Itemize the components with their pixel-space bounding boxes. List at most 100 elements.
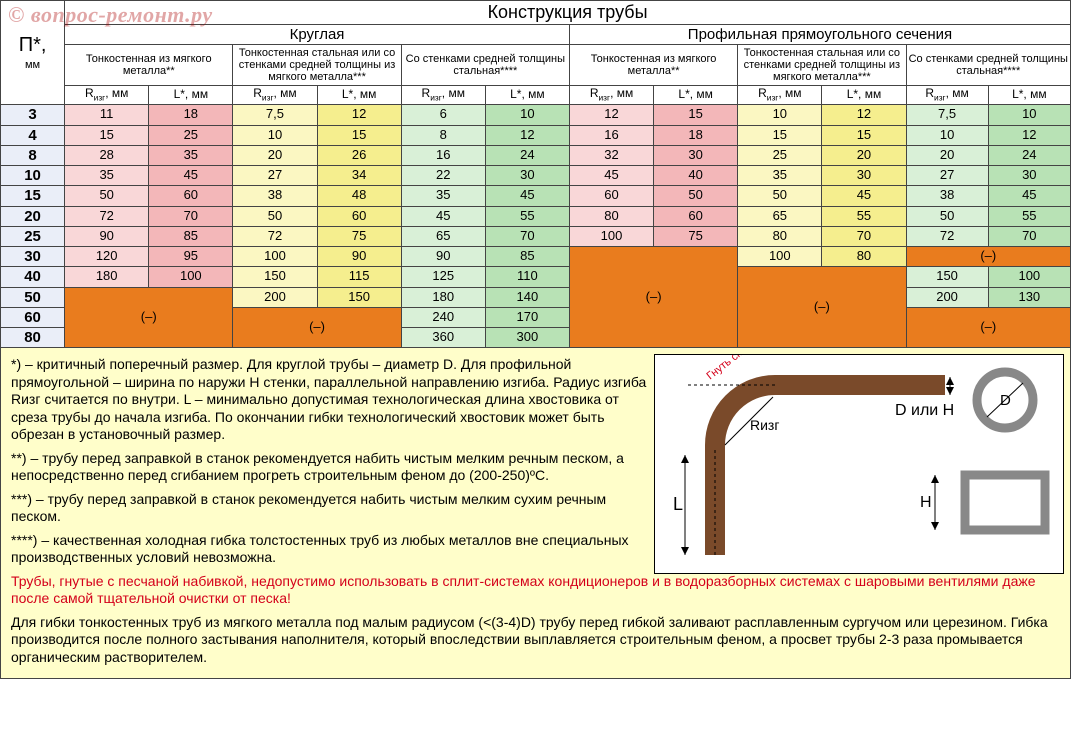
cell-r: 200 (233, 287, 317, 307)
cell-l: 90 (317, 247, 401, 267)
cell-l: 80 (822, 247, 906, 267)
cell-blank: (–) (906, 307, 1070, 348)
cell-l: 10 (485, 105, 569, 125)
col-l: L*, мм (654, 86, 738, 105)
cell-r: 20 (233, 145, 317, 165)
cell-l: 75 (317, 226, 401, 246)
cell-l: 12 (485, 125, 569, 145)
table-row: 10354527342230454035302730 (1, 166, 1071, 186)
cell-r: 6 (401, 105, 485, 125)
cell-l: 45 (149, 166, 233, 186)
notes-panel: L Rизг Гнуть сюда D или H D H *) – крити… (0, 348, 1071, 679)
cell-l: 85 (149, 226, 233, 246)
table-title: Конструкция трубы (65, 1, 1071, 25)
cell-r: 7,5 (233, 105, 317, 125)
cell-r: 150 (233, 267, 317, 287)
cell-r: 90 (65, 226, 149, 246)
cell-l: 45 (988, 186, 1070, 206)
cell-r: 25 (738, 145, 822, 165)
cell-l: 10 (988, 105, 1070, 125)
cell-r: 180 (401, 287, 485, 307)
table-row: 15506038483545605050453845 (1, 186, 1071, 206)
cell-r: 35 (738, 166, 822, 186)
cell-r: 11 (65, 105, 149, 125)
cell-l: 75 (654, 226, 738, 246)
cell-r: 150 (906, 267, 988, 287)
cell-r: 100 (569, 226, 653, 246)
table-row: 50(–)200150180140200130 (1, 287, 1071, 307)
cell-l: 30 (988, 166, 1070, 186)
cell-r: 45 (401, 206, 485, 226)
col-r: Rизг, мм (401, 86, 485, 105)
cell-r: 27 (233, 166, 317, 186)
table-row: 8283520261624323025202024 (1, 145, 1071, 165)
svg-text:D или H: D или H (895, 402, 954, 419)
table-row: 311187,512610121510127,510 (1, 105, 1071, 125)
cell-r: 125 (401, 267, 485, 287)
col-r: Rизг, мм (738, 86, 822, 105)
cell-r: 12 (569, 105, 653, 125)
cell-blank: (–) (65, 287, 233, 348)
sub-5: Тонкостенная стальная или со стенками ср… (738, 44, 906, 85)
p-value: 50 (1, 287, 65, 307)
cell-r: 90 (401, 247, 485, 267)
sub-6: Со стенками средней толщины стальная**** (906, 44, 1070, 85)
cell-l: 300 (485, 328, 569, 348)
p-value: 3 (1, 105, 65, 125)
cell-blank: (–) (738, 267, 906, 348)
cell-r: 60 (569, 186, 653, 206)
cell-r: 15 (65, 125, 149, 145)
cell-l: 50 (654, 186, 738, 206)
p-value: 4 (1, 125, 65, 145)
sub-3: Со стенками средней толщины стальная**** (401, 44, 569, 85)
note-5: Для гибки тонкостенных труб из мягкого м… (11, 614, 1064, 667)
cell-r: 50 (738, 186, 822, 206)
svg-text:H: H (920, 494, 932, 511)
cell-r: 35 (65, 166, 149, 186)
col-r: Rизг, мм (569, 86, 653, 105)
cell-l: 130 (988, 287, 1070, 307)
cell-l: 18 (149, 105, 233, 125)
cell-l: 45 (822, 186, 906, 206)
cell-r: 360 (401, 328, 485, 348)
cell-r: 10 (906, 125, 988, 145)
cell-l: 60 (149, 186, 233, 206)
cell-r: 80 (569, 206, 653, 226)
sub-1: Тонкостенная из мягкого металла** (65, 44, 233, 85)
cell-r: 16 (401, 145, 485, 165)
table-row: 3012095100909085(–)10080(–) (1, 247, 1071, 267)
table-row: 20727050604555806065555055 (1, 206, 1071, 226)
cell-l: 15 (654, 105, 738, 125)
cell-l: 34 (317, 166, 401, 186)
svg-text:D: D (1000, 392, 1011, 409)
p-value: 60 (1, 307, 65, 327)
cell-l: 170 (485, 307, 569, 327)
cell-l: 26 (317, 145, 401, 165)
cell-l: 70 (149, 206, 233, 226)
cell-r: 100 (738, 247, 822, 267)
col-l: L*, мм (149, 86, 233, 105)
cell-r: 240 (401, 307, 485, 327)
col-l: L*, мм (485, 86, 569, 105)
group-rect: Профильная прямоугольного сечения (569, 24, 1070, 44)
cell-l: 48 (317, 186, 401, 206)
p-value: 25 (1, 226, 65, 246)
col-l: L*, мм (317, 86, 401, 105)
sub-2: Тонкостенная стальная или со стенками ср… (233, 44, 401, 85)
cell-l: 45 (485, 186, 569, 206)
cell-r: 120 (65, 247, 149, 267)
cell-l: 115 (317, 267, 401, 287)
cell-r: 28 (65, 145, 149, 165)
sub-4: Тонкостенная из мягкого металла** (569, 44, 737, 85)
note-2: **) – трубу перед заправкой в станок рек… (11, 450, 651, 485)
cell-r: 16 (569, 125, 653, 145)
cell-l: 140 (485, 287, 569, 307)
cell-l: 24 (485, 145, 569, 165)
cell-r: 35 (401, 186, 485, 206)
cell-r: 72 (906, 226, 988, 246)
cell-r: 38 (233, 186, 317, 206)
p-value: 10 (1, 166, 65, 186)
cell-l: 85 (485, 247, 569, 267)
cell-l: 55 (485, 206, 569, 226)
cell-r: 65 (738, 206, 822, 226)
